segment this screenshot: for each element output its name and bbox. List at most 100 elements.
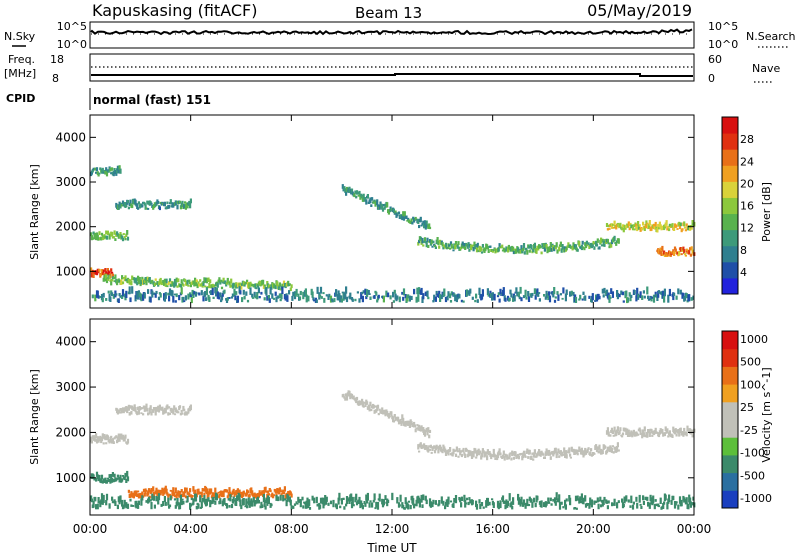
echo-cell xyxy=(486,246,489,250)
echo-cell xyxy=(169,495,172,501)
echo-cell xyxy=(97,172,100,177)
echo-cell xyxy=(662,290,665,299)
echo-cell xyxy=(487,452,490,456)
echo-cell xyxy=(501,454,505,459)
echo-cell xyxy=(692,496,695,501)
echo-cell xyxy=(407,500,411,503)
echo-cell xyxy=(503,456,506,461)
echo-cell xyxy=(292,291,295,297)
cpid-label: CPID xyxy=(6,92,35,105)
echo-cell xyxy=(153,407,156,411)
echo-cell xyxy=(96,436,99,442)
echo-cell xyxy=(498,243,501,248)
echo-cell xyxy=(102,442,105,445)
echo-cell xyxy=(267,493,270,496)
echo-cell xyxy=(548,291,551,296)
echo-cell xyxy=(485,500,488,508)
echo-cell xyxy=(430,239,433,245)
echo-cell xyxy=(123,202,126,208)
echo-cell xyxy=(637,224,640,230)
echo-cell xyxy=(210,495,213,499)
echo-cell xyxy=(491,454,494,458)
echo-cell xyxy=(523,453,526,457)
echo-cell xyxy=(649,494,652,502)
echo-cell xyxy=(156,408,159,412)
echo-cell xyxy=(130,504,133,507)
echo-cell xyxy=(126,470,129,477)
echo-cell xyxy=(322,292,325,295)
echo-cell xyxy=(623,224,626,230)
echo-cell xyxy=(110,435,113,439)
echo-cell xyxy=(633,228,636,231)
echo-cell xyxy=(232,496,235,502)
echo-cell xyxy=(444,296,448,303)
echo-cell xyxy=(680,499,683,507)
echo-cell xyxy=(603,496,606,501)
echo-cell xyxy=(596,238,599,243)
echo-cell xyxy=(329,500,333,505)
echo-cell xyxy=(643,226,646,231)
echo-cell xyxy=(668,228,671,232)
echo-cell xyxy=(298,296,302,301)
echo-cell xyxy=(245,494,248,497)
echo-cell xyxy=(159,293,162,298)
y-tick-label: 3000 xyxy=(55,175,86,189)
echo-cell xyxy=(241,297,244,303)
echo-cell xyxy=(355,493,358,501)
echo-cell xyxy=(340,295,343,302)
echo-cell xyxy=(593,452,596,455)
echo-cell xyxy=(342,393,345,398)
echo-cell xyxy=(119,474,122,479)
echo-cell xyxy=(178,295,181,301)
echo-cell xyxy=(657,290,661,294)
echo-cell xyxy=(382,499,385,506)
echo-cell xyxy=(579,451,583,455)
echo-cell xyxy=(277,295,280,299)
echo-cell xyxy=(251,293,254,298)
echo-cell xyxy=(222,277,225,283)
echo-cell xyxy=(678,496,682,504)
echo-cell xyxy=(616,446,619,452)
echo-cell xyxy=(600,244,604,247)
echo-cell xyxy=(345,503,348,507)
echo-cell xyxy=(391,492,394,501)
echo-cell xyxy=(621,432,625,436)
echo-cell xyxy=(101,297,104,303)
echo-cell xyxy=(126,236,130,241)
echo-cell xyxy=(480,455,483,460)
echo-cell xyxy=(258,296,261,299)
echo-cell xyxy=(353,397,356,401)
echo-cell xyxy=(327,502,330,506)
echo-cell xyxy=(100,499,103,505)
echo-cell xyxy=(684,254,687,257)
echo-cell xyxy=(518,296,521,300)
echo-cell xyxy=(413,288,416,295)
echo-cell xyxy=(263,284,266,287)
echo-cell xyxy=(639,429,642,435)
echo-cell xyxy=(470,451,473,455)
echo-cell xyxy=(516,291,519,297)
echo-cell xyxy=(686,425,689,432)
echo-cell xyxy=(514,451,517,456)
echo-cell xyxy=(135,277,138,283)
colorbar-swatch xyxy=(722,261,738,279)
echo-cell xyxy=(274,489,277,494)
echo-cell xyxy=(469,499,472,504)
echo-cell xyxy=(195,505,198,510)
echo-cell xyxy=(242,289,245,295)
echo-cell xyxy=(417,241,420,246)
echo-cell xyxy=(100,436,104,442)
echo-cell xyxy=(674,248,677,252)
echo-cell xyxy=(363,401,366,404)
freq-tick-18: 18 xyxy=(50,53,64,66)
echo-cell xyxy=(112,277,115,280)
echo-cell xyxy=(449,500,453,503)
echo-cell xyxy=(632,224,635,228)
echo-cell xyxy=(166,201,169,205)
echo-cell xyxy=(404,497,407,504)
echo-cell xyxy=(417,444,420,450)
echo-cell xyxy=(255,287,258,290)
echo-cell xyxy=(636,502,639,509)
echo-cell xyxy=(189,202,192,209)
echo-cell xyxy=(450,243,453,249)
